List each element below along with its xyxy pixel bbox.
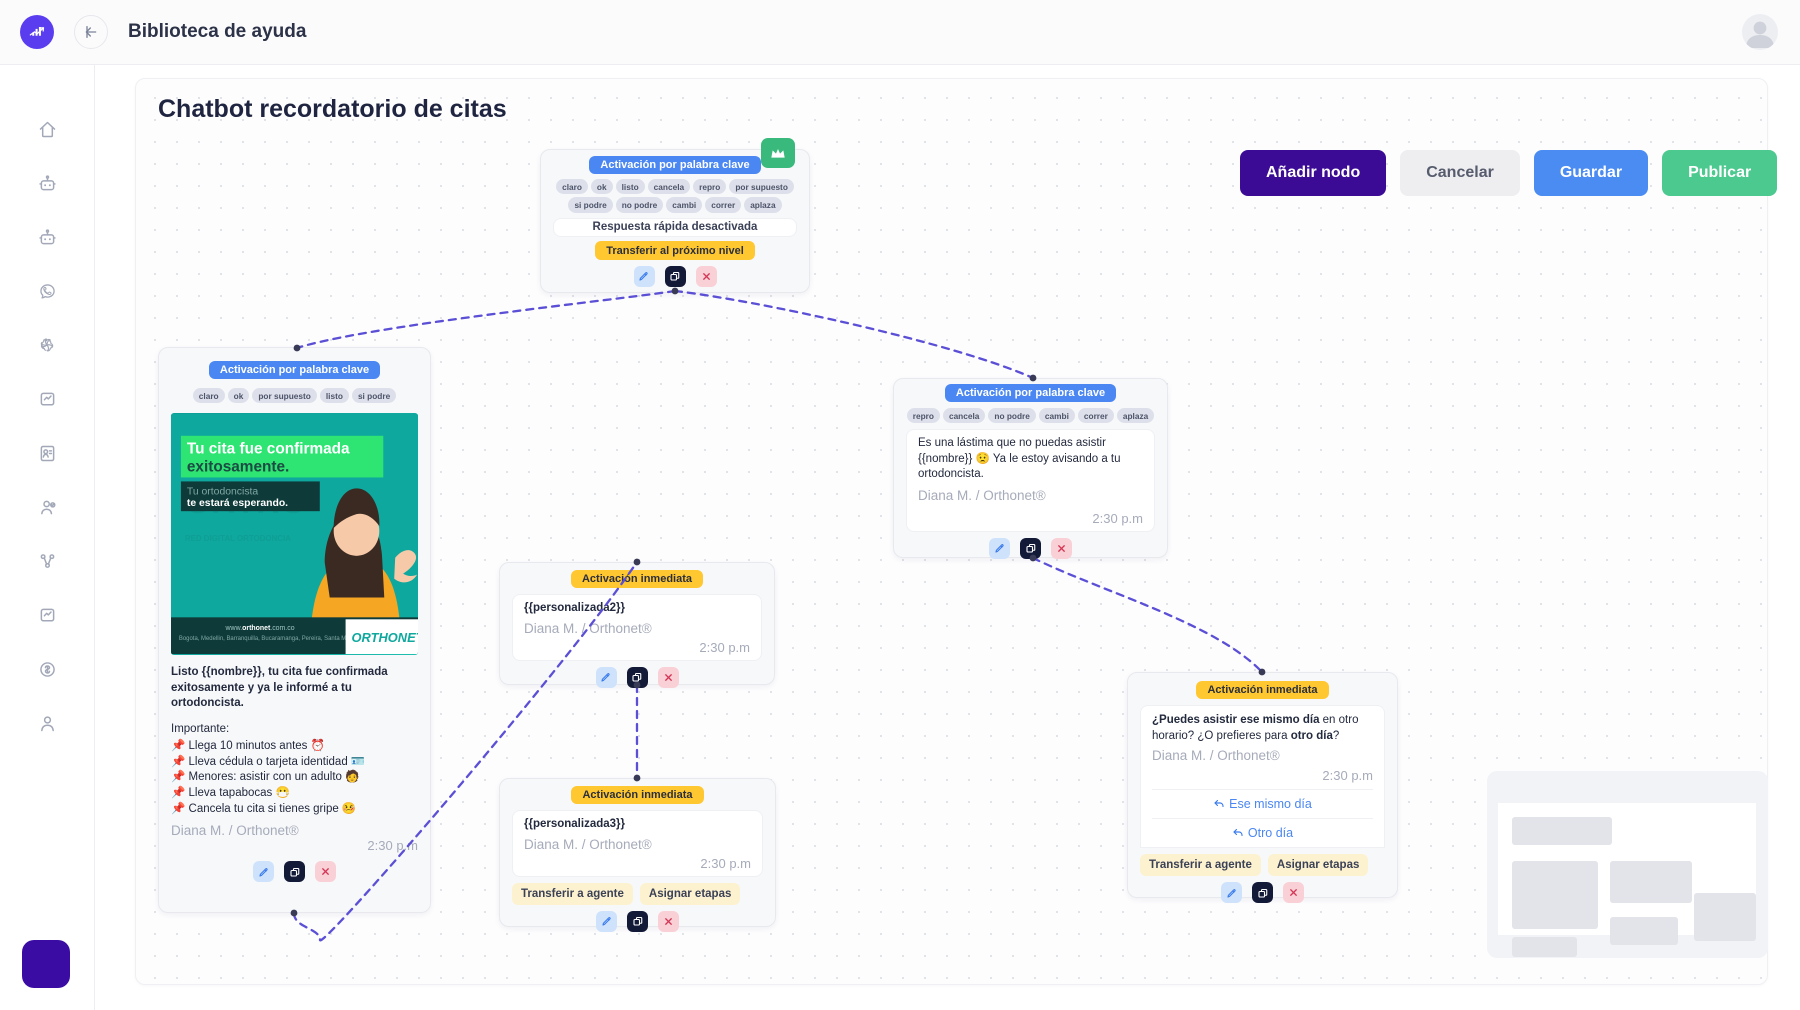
svg-text:Tu ortodoncista: Tu ortodoncista — [187, 487, 259, 498]
svg-text:exitosamente.: exitosamente. — [187, 459, 289, 476]
svg-text:te estará esperando.: te estará esperando. — [187, 499, 288, 510]
svg-text:www.orthonet.com.co: www.orthonet.com.co — [225, 626, 295, 633]
svg-text:ORTHONET: ORTHONET — [352, 630, 418, 645]
svg-text:RED DIGITAL ORTODONCIA: RED DIGITAL ORTODONCIA — [185, 534, 291, 543]
svg-text:Tu cita fue confirmada: Tu cita fue confirmada — [187, 441, 350, 458]
